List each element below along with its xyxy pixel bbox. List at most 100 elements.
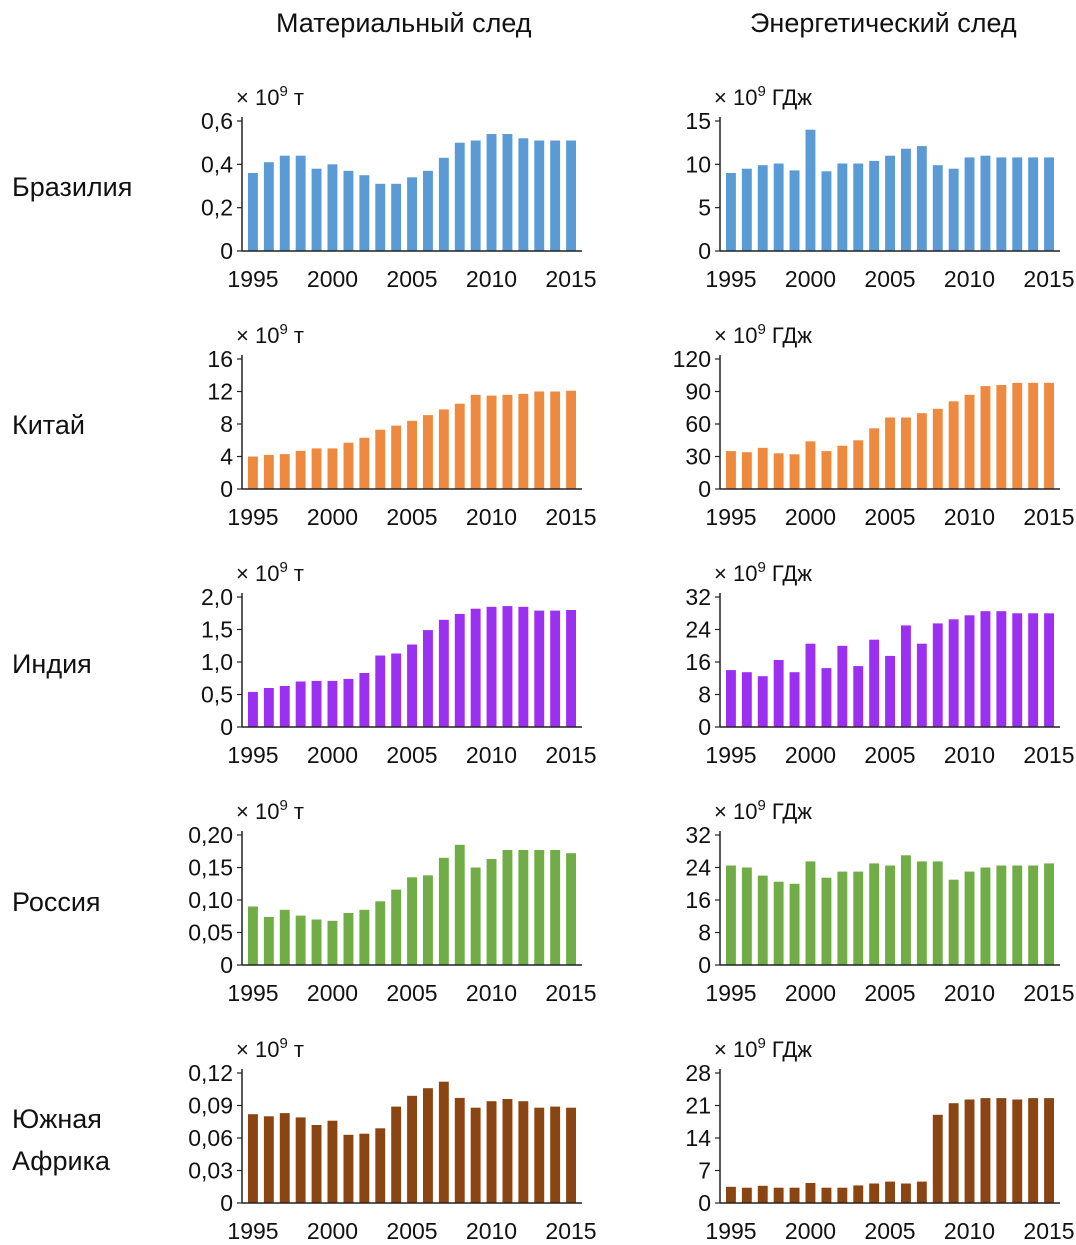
x-tick-label: 2000 [307, 504, 358, 530]
bar [423, 1088, 433, 1203]
bar [534, 610, 545, 727]
bar [438, 1081, 449, 1203]
bar [263, 1116, 274, 1203]
bar [773, 1187, 784, 1203]
bar [248, 1114, 258, 1203]
x-tick-label: 2000 [785, 1218, 836, 1244]
bar [869, 160, 880, 251]
y-tick-label: 0,6 [201, 108, 233, 134]
bar [454, 844, 465, 966]
bar [805, 643, 816, 727]
bar [869, 639, 880, 727]
y-tick-label: 15 [685, 108, 711, 134]
bar [407, 177, 417, 251]
bar [964, 871, 975, 965]
x-tick-label: 2015 [545, 504, 596, 530]
bar [964, 1099, 975, 1203]
bar [470, 394, 481, 490]
bar [980, 1098, 991, 1203]
bar [359, 909, 370, 966]
bar [1028, 613, 1039, 728]
bar [773, 660, 784, 727]
y-tick-label: 0,06 [188, 1125, 233, 1151]
bar [916, 861, 927, 965]
bar [869, 863, 880, 965]
y-tick-label: 24 [685, 855, 711, 881]
bar [311, 680, 322, 727]
bar [550, 140, 561, 251]
bar [964, 615, 975, 727]
bar [343, 442, 354, 489]
x-tick-label: 2000 [307, 266, 358, 292]
bar [486, 606, 497, 728]
unit-label: × 109 т [236, 83, 304, 110]
x-tick-label: 2000 [785, 504, 836, 530]
bar [438, 409, 449, 489]
y-tick-label: 7 [698, 1158, 711, 1184]
bar [279, 1113, 290, 1203]
bar [741, 672, 752, 727]
bar [518, 850, 529, 965]
bar [932, 408, 943, 489]
bar [885, 1181, 895, 1203]
bar [534, 850, 545, 965]
bar [885, 417, 895, 489]
y-tick-label: 16 [207, 346, 233, 372]
bar [502, 394, 513, 490]
bar [518, 1101, 529, 1203]
y-tick-label: 16 [685, 649, 711, 675]
bar [534, 391, 545, 489]
x-tick-label: 2015 [545, 980, 596, 1006]
bar [948, 879, 959, 965]
x-tick-label: 2010 [466, 266, 517, 292]
x-tick-label: 2010 [466, 1218, 517, 1244]
bar [805, 129, 816, 251]
y-tick-label: 0,12 [188, 1060, 233, 1086]
bar [375, 429, 386, 489]
bar [454, 142, 465, 251]
y-tick-label: 0 [698, 1190, 711, 1216]
bar [391, 183, 402, 251]
bar [534, 1107, 545, 1203]
bar [248, 691, 258, 727]
bar [869, 1183, 880, 1203]
y-tick-label: 0,09 [188, 1093, 233, 1119]
x-tick-label: 2005 [386, 742, 437, 768]
bar [1044, 863, 1054, 965]
bar [1012, 382, 1023, 489]
x-tick-label: 2005 [386, 1218, 437, 1244]
bar [916, 1181, 927, 1203]
bar [901, 1183, 911, 1203]
bar [550, 850, 561, 965]
y-tick-label: 4 [220, 444, 233, 470]
unit-label: × 109 т [236, 321, 304, 348]
x-tick-label: 2015 [1023, 504, 1074, 530]
bar [853, 666, 864, 727]
bar [407, 420, 417, 490]
bar [948, 168, 959, 251]
row-label-brazil: Бразилия [12, 172, 133, 202]
bar [438, 857, 449, 966]
y-tick-label: 16 [685, 887, 711, 913]
bar [1028, 382, 1039, 489]
bar [916, 146, 927, 251]
y-tick-label: 32 [685, 584, 711, 610]
unit-label: × 109 ГДж [714, 321, 812, 348]
bar [327, 1120, 338, 1203]
x-tick-label: 2005 [864, 266, 915, 292]
x-tick-label: 1995 [705, 1218, 756, 1244]
bar [311, 1125, 322, 1203]
x-tick-label: 2010 [944, 504, 995, 530]
y-tick-label: 14 [685, 1125, 711, 1151]
bar [438, 619, 449, 728]
bar [248, 456, 258, 489]
row-label-south-africa: Южная Африка [12, 1104, 111, 1176]
bar [423, 630, 433, 727]
bar [837, 445, 848, 489]
bar [1044, 382, 1054, 489]
bar [470, 140, 481, 251]
bar [343, 678, 354, 727]
x-tick-label: 2015 [1023, 980, 1074, 1006]
bar [789, 883, 800, 966]
